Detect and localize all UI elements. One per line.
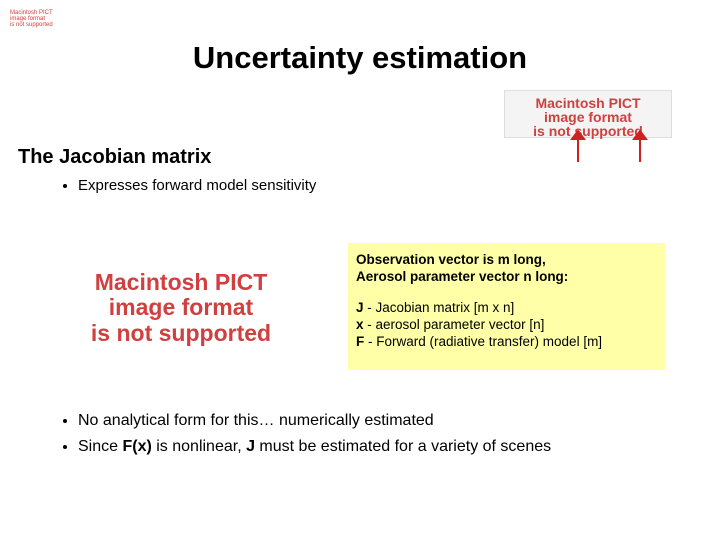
placeholder-line: image format xyxy=(544,109,632,125)
definition: J - Jacobian matrix [m x n] xyxy=(356,299,657,316)
bullet-list: Expresses forward model sensitivity xyxy=(60,177,316,194)
definition-text: - Forward (radiative transfer) model [m] xyxy=(364,334,603,349)
definition-text: - Jacobian matrix [m x n] xyxy=(363,300,515,315)
text-run: Expresses forward model sensitivity xyxy=(78,177,317,194)
image-placeholder: Macintosh PICT image format is not support… xyxy=(66,269,296,346)
definitions: J - Jacobian matrix [m x n] x - aerosol p… xyxy=(356,299,657,350)
arrow-head xyxy=(570,130,586,140)
placeholder-line: Macintosh PICT xyxy=(10,10,53,16)
symbol: F xyxy=(356,334,365,349)
intro-line: Observation vector is m long, xyxy=(356,252,546,267)
text-run: F(x) xyxy=(122,438,152,455)
image-placeholder: Macintosh PICT image format is not support… xyxy=(504,90,672,138)
placeholder-line: is not supported xyxy=(533,123,643,139)
placeholder-line: image format xyxy=(10,16,46,22)
definition-text: - aerosol parameter vector [n] xyxy=(363,317,545,332)
section-heading: The Jacobian matrix xyxy=(18,146,212,168)
bullet: No analytical form for this… numerically… xyxy=(78,408,551,434)
bullet: Expresses forward model sensitivity xyxy=(78,177,316,194)
text-run: Since xyxy=(78,438,123,455)
text-run: is nonlinear, xyxy=(151,438,247,455)
arrows xyxy=(570,130,648,162)
definition: x - aerosol parameter vector [n] xyxy=(356,316,657,333)
image-placeholder: Macintosh PICT image format is not support… xyxy=(10,10,53,28)
text-run: J xyxy=(246,438,255,455)
arrow-head xyxy=(632,130,648,140)
symbol: J xyxy=(356,300,364,315)
bullet-list: No analytical form for this… numerically… xyxy=(60,408,551,460)
placeholder-line: is not supported xyxy=(10,22,53,28)
arrow-group xyxy=(570,130,648,162)
bullet: Since F(x) is nonlinear, J must be estim… xyxy=(78,434,551,460)
intro-line: Aerosol parameter vector n long: xyxy=(356,269,569,284)
definition: F - Forward (radiative transfer) model [… xyxy=(356,333,657,350)
info-box: Observation vector is m long, Aerosol par… xyxy=(348,243,665,370)
placeholder-line: Macintosh PICT xyxy=(94,269,268,295)
text-run: No analytical form for this… numerically… xyxy=(78,412,434,429)
text-run: must be estimated for a variety of scene… xyxy=(254,438,552,455)
intro: Observation vector is m long, Aerosol par… xyxy=(356,251,657,285)
slide-title: Uncertainty estimation xyxy=(192,40,528,75)
placeholder-line: is not supported xyxy=(90,319,272,346)
symbol: x xyxy=(356,317,364,332)
placeholder-line: image format xyxy=(108,294,254,321)
placeholder-line: Macintosh PICT xyxy=(535,95,641,111)
